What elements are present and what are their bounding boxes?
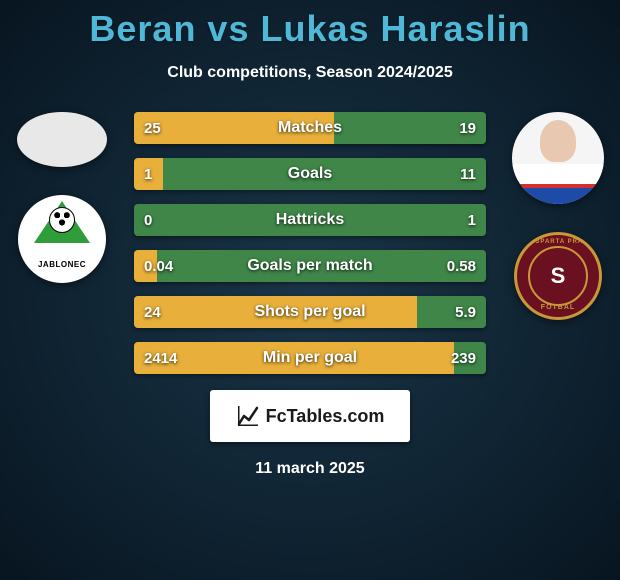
club-logo-sparta-ring-bottom: FOTBAL: [517, 304, 599, 311]
stat-value-left: 1: [134, 158, 162, 190]
stat-value-left: 0.04: [134, 250, 183, 282]
chart-icon: [236, 404, 260, 428]
brand-text: FcTables.com: [266, 406, 385, 427]
club-logo-sparta-ring-top: AC SPARTA PRAHA: [517, 239, 599, 245]
club-logo-sparta-letter: S: [528, 246, 588, 306]
player-right-column: AC SPARTA PRAHA S FOTBAL: [500, 112, 620, 320]
stat-row: Min per goal2414239: [134, 342, 486, 374]
stat-label: Goals: [134, 165, 486, 183]
club-logo-sparta: AC SPARTA PRAHA S FOTBAL: [514, 232, 602, 320]
stat-value-right: 239: [441, 342, 486, 374]
stat-value-right: 0.58: [437, 250, 486, 282]
stat-row: Goals per match0.04 0.58: [134, 250, 486, 282]
stat-label: Shots per goal: [134, 303, 486, 321]
stat-label: Matches: [134, 119, 486, 137]
stat-value-left: 0: [134, 204, 162, 236]
stat-bars-container: Matches2519Goals111Hattricks01Goals per …: [134, 112, 486, 374]
stat-label: Goals per match: [134, 257, 486, 275]
player-right-avatar: [512, 112, 604, 204]
stat-row: Hattricks0 1: [134, 204, 486, 236]
club-logo-jablonec-text: JABLONEC: [18, 260, 106, 269]
stat-label: Hattricks: [134, 211, 486, 229]
stat-value-left: 25: [134, 112, 171, 144]
stat-row: Shots per goal24 5.9: [134, 296, 486, 328]
generation-date: 11 march 2025: [0, 460, 620, 478]
player-left-column: JABLONEC: [0, 112, 120, 283]
brand-badge: FcTables.com: [210, 390, 410, 442]
stat-row: Goals111: [134, 158, 486, 190]
club-logo-jablonec: JABLONEC: [18, 195, 106, 283]
stat-value-right: 1: [458, 204, 486, 236]
page-title: Beran vs Lukas Haraslin: [0, 0, 620, 50]
stat-value-right: 19: [449, 112, 486, 144]
player-left-avatar: [17, 112, 107, 167]
page-subtitle: Club competitions, Season 2024/2025: [0, 64, 620, 82]
stat-row: Matches25 19: [134, 112, 486, 144]
stat-value-right: 11: [450, 158, 486, 190]
stat-value-right: 5.9: [445, 296, 486, 328]
stat-value-left: 2414: [134, 342, 187, 374]
stat-value-left: 24: [134, 296, 171, 328]
comparison-panel: JABLONEC AC SPARTA PRAHA S FOTBAL Matche…: [0, 112, 620, 478]
